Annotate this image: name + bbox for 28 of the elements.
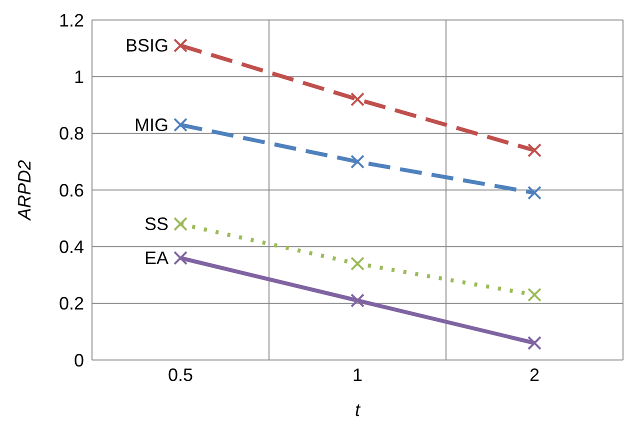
y-tick-label: 0 — [74, 350, 84, 370]
point — [528, 288, 542, 302]
point — [350, 154, 364, 169]
point — [174, 217, 188, 231]
x-tick-label: 0.5 — [168, 364, 194, 385]
y-axis-title: ARPD2 — [14, 160, 34, 222]
y-tick-label: 0.2 — [58, 294, 84, 314]
x-axis-title: t — [354, 400, 361, 420]
series-label: MIG — [134, 114, 168, 135]
point — [350, 256, 364, 271]
y-tick-label: 1.2 — [58, 10, 84, 30]
y-tick-label: 0.4 — [58, 237, 84, 258]
y-tick-label: 1 — [74, 67, 84, 88]
y-tick-label: 0.6 — [58, 180, 84, 200]
y-tick-label: 0.8 — [58, 124, 84, 144]
series-label: EA — [144, 248, 168, 268]
series-label: BSIG — [125, 36, 168, 56]
point — [350, 294, 364, 308]
point — [528, 186, 542, 200]
point — [350, 92, 364, 106]
x-tick-label: 1 — [352, 364, 363, 385]
point — [174, 38, 188, 52]
point — [528, 336, 542, 350]
series-label: SS — [144, 214, 168, 234]
point — [528, 143, 542, 158]
point — [174, 118, 188, 132]
x-tick-label: 2 — [529, 364, 540, 385]
point — [174, 251, 188, 265]
